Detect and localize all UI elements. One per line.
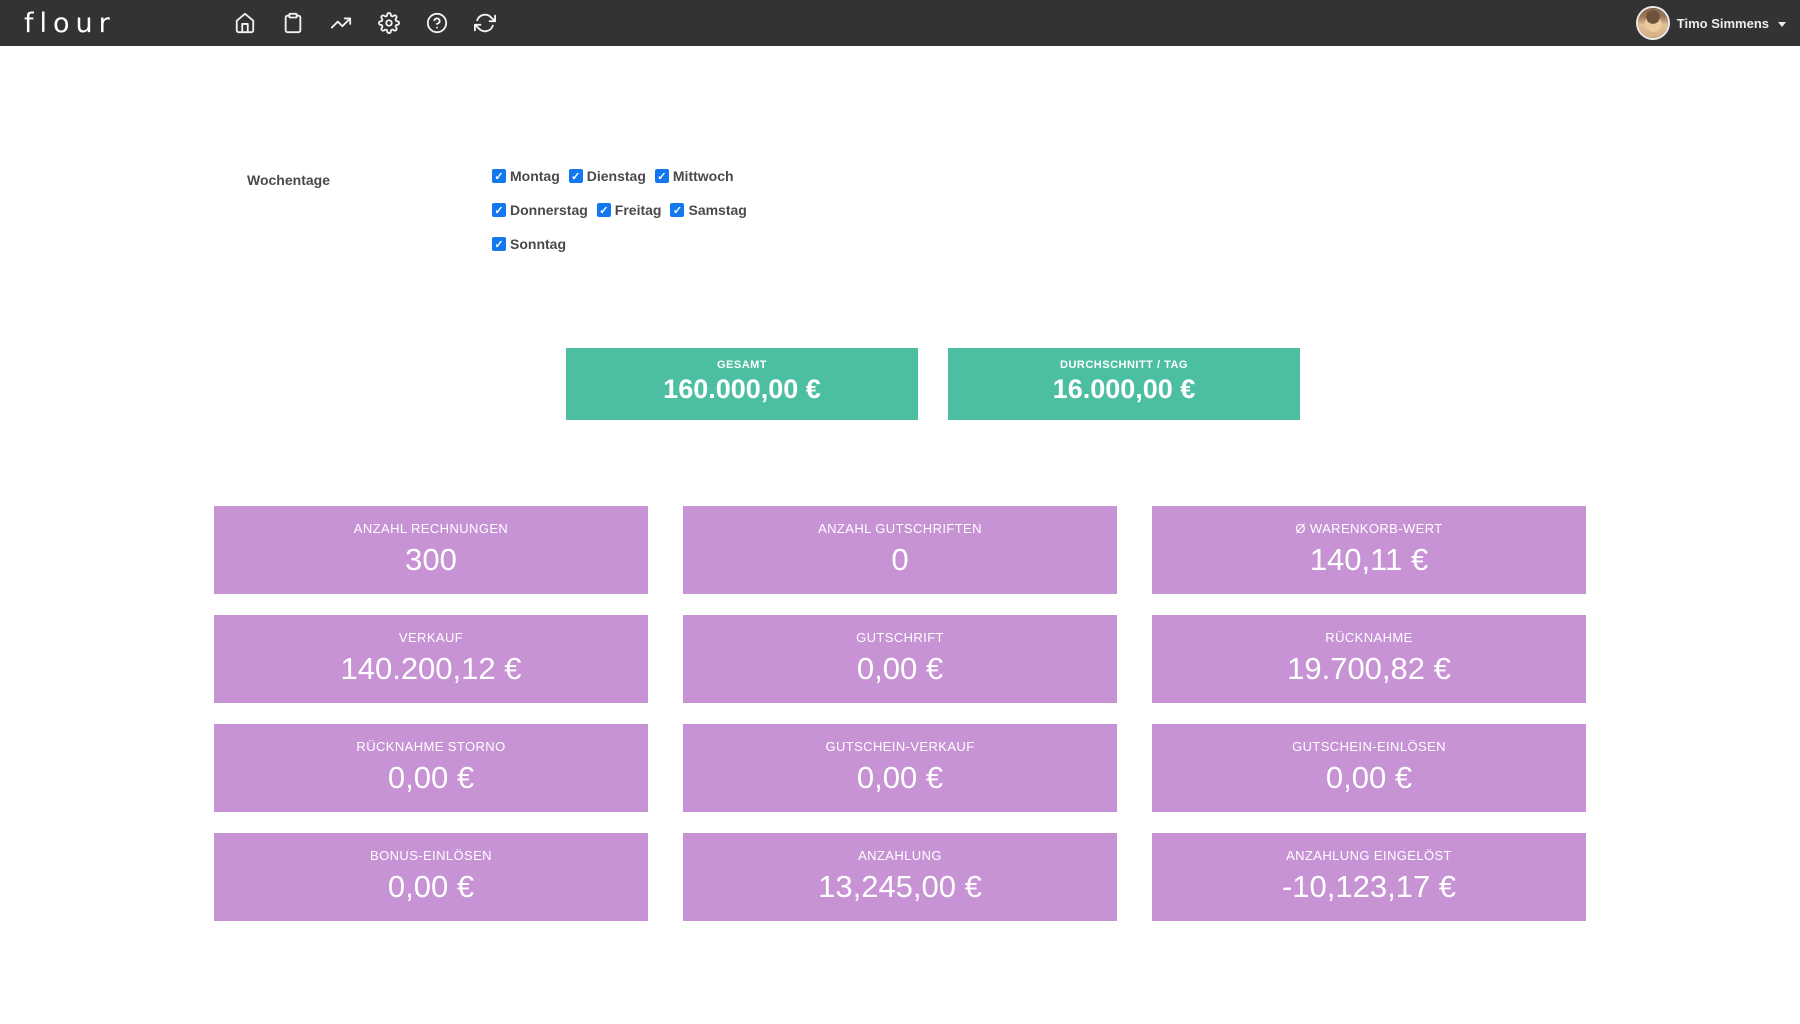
- card-value: 0,00 €: [856, 651, 944, 686]
- metric-card-gutschein-einloesen: GUTSCHEIN-EINLÖSEN 0,00 €: [1152, 724, 1586, 812]
- weekday-label: Dienstag: [586, 168, 646, 184]
- check-icon: ✓: [494, 238, 504, 251]
- summary-card-durchschnitt: DURCHSCHNITT / TAG 16.000,00 €: [948, 348, 1300, 420]
- card-value: 0,00 €: [1325, 760, 1413, 795]
- card-value: 140.200,12 €: [340, 651, 522, 686]
- metric-card-gutschein-verkauf: GUTSCHEIN-VERKAUF 0,00 €: [683, 724, 1117, 812]
- card-value: 0: [891, 542, 909, 577]
- metric-card-anzahlung: ANZAHLUNG 13,245,00 €: [683, 833, 1117, 921]
- card-label: ANZAHL GUTSCHRIFTEN: [818, 521, 982, 536]
- weekday-row: ✓ Sonntag: [492, 234, 756, 254]
- card-label: VERKAUF: [398, 630, 464, 645]
- check-icon: ✓: [599, 204, 609, 217]
- weekday-row: ✓ Donnerstag ✓ Freitag ✓ Samstag: [492, 200, 756, 220]
- home-icon[interactable]: [233, 12, 256, 35]
- metric-cards-grid: ANZAHL RECHNUNGEN 300 ANZAHL GUTSCHRIFTE…: [214, 506, 1586, 921]
- settings-icon[interactable]: [377, 12, 400, 35]
- check-icon: ✓: [494, 204, 504, 217]
- metric-card-ruecknahme-storno: RÜCKNAHME STORNO 0,00 €: [214, 724, 648, 812]
- weekday-checkbox-group: ✓ Montag ✓ Dienstag ✓ Mittwoch ✓ Donners…: [492, 166, 756, 268]
- top-navigation-bar: flour Timo Simmens: [0, 0, 1800, 46]
- checkbox-freitag[interactable]: ✓: [596, 203, 611, 217]
- user-name: Timo Simmens: [1676, 15, 1769, 31]
- card-label: RÜCKNAHME STORNO: [356, 739, 506, 754]
- avatar[interactable]: [1637, 8, 1668, 38]
- card-label: GUTSCHEIN-EINLÖSEN: [1292, 739, 1446, 754]
- checkbox-donnerstag[interactable]: ✓: [492, 203, 506, 217]
- metric-card-bonus-einloesen: BONUS-EINLÖSEN 0,00 €: [214, 833, 648, 921]
- summary-cards: GESAMT 160.000,00 € DURCHSCHNITT / TAG 1…: [566, 348, 1300, 420]
- user-menu[interactable]: Timo Simmens: [1637, 0, 1786, 46]
- metric-card-ruecknahme: RÜCKNAHME 19.700,82 €: [1152, 615, 1586, 703]
- card-label: GUTSCHEIN-VERKAUF: [825, 739, 975, 754]
- main-nav: [233, 0, 496, 46]
- card-label: DURCHSCHNITT / TAG: [1060, 359, 1188, 371]
- card-value: 0,00 €: [856, 760, 944, 795]
- card-label: ANZAHLUNG: [858, 848, 942, 863]
- checkbox-samstag[interactable]: ✓: [670, 203, 685, 217]
- card-label: ANZAHL RECHNUNGEN: [353, 521, 509, 536]
- check-icon: ✓: [494, 170, 504, 183]
- card-label: ANZAHLUNG EINGELÖST: [1286, 848, 1452, 863]
- card-label: Ø WARENKORB-WERT: [1295, 521, 1443, 536]
- card-value: 140,11 €: [1309, 542, 1429, 577]
- card-value: -10,123,17 €: [1281, 869, 1457, 904]
- card-value: 13,245,00 €: [818, 869, 982, 904]
- checkbox-mittwoch[interactable]: ✓: [654, 169, 669, 183]
- card-label: GUTSCHRIFT: [856, 630, 944, 645]
- weekday-label: Donnerstag: [510, 202, 588, 218]
- weekday-label: Mittwoch: [672, 168, 734, 184]
- metric-card-anzahlung-eingeloest: ANZAHLUNG EINGELÖST -10,123,17 €: [1152, 833, 1586, 921]
- card-value: 0,00 €: [387, 760, 475, 795]
- checkbox-dienstag[interactable]: ✓: [568, 169, 583, 183]
- weekdays-label: Wochentage: [247, 172, 330, 188]
- check-icon: ✓: [657, 170, 667, 183]
- metric-card-verkauf: VERKAUF 140.200,12 €: [214, 615, 648, 703]
- weekday-label: Samstag: [688, 202, 747, 218]
- chevron-down-icon: [1778, 21, 1786, 27]
- metric-card-gutschrift: GUTSCHRIFT 0,00 €: [683, 615, 1117, 703]
- weekday-label: Montag: [510, 168, 560, 184]
- metric-card-warenkorb-wert: Ø WARENKORB-WERT 140,11 €: [1152, 506, 1586, 594]
- card-value: 19.700,82 €: [1287, 651, 1451, 686]
- chart-icon[interactable]: [329, 12, 352, 35]
- check-icon: ✓: [672, 204, 683, 217]
- weekday-label: Sonntag: [510, 236, 566, 252]
- metric-card-anzahl-gutschriften: ANZAHL GUTSCHRIFTEN 0: [683, 506, 1117, 594]
- card-value: 16.000,00 €: [1052, 374, 1196, 404]
- check-icon: ✓: [571, 170, 581, 183]
- flour-logo: flour: [24, 7, 116, 39]
- weekday-label: Freitag: [614, 202, 662, 218]
- checkbox-sonntag[interactable]: ✓: [492, 237, 506, 251]
- card-label: BONUS-EINLÖSEN: [370, 848, 492, 863]
- card-value: 300: [405, 542, 457, 577]
- metric-card-anzahl-rechnungen: ANZAHL RECHNUNGEN 300: [214, 506, 648, 594]
- clipboard-icon[interactable]: [281, 12, 304, 35]
- card-value: 0,00 €: [387, 869, 475, 904]
- card-label: GESAMT: [716, 359, 768, 371]
- weekday-row: ✓ Montag ✓ Dienstag ✓ Mittwoch: [492, 166, 756, 186]
- summary-card-gesamt: GESAMT 160.000,00 €: [566, 348, 918, 420]
- card-value: 160.000,00 €: [663, 374, 821, 404]
- refresh-icon[interactable]: [473, 12, 496, 35]
- card-label: RÜCKNAHME: [1325, 630, 1413, 645]
- checkbox-montag[interactable]: ✓: [492, 169, 506, 183]
- help-icon[interactable]: [425, 12, 448, 35]
